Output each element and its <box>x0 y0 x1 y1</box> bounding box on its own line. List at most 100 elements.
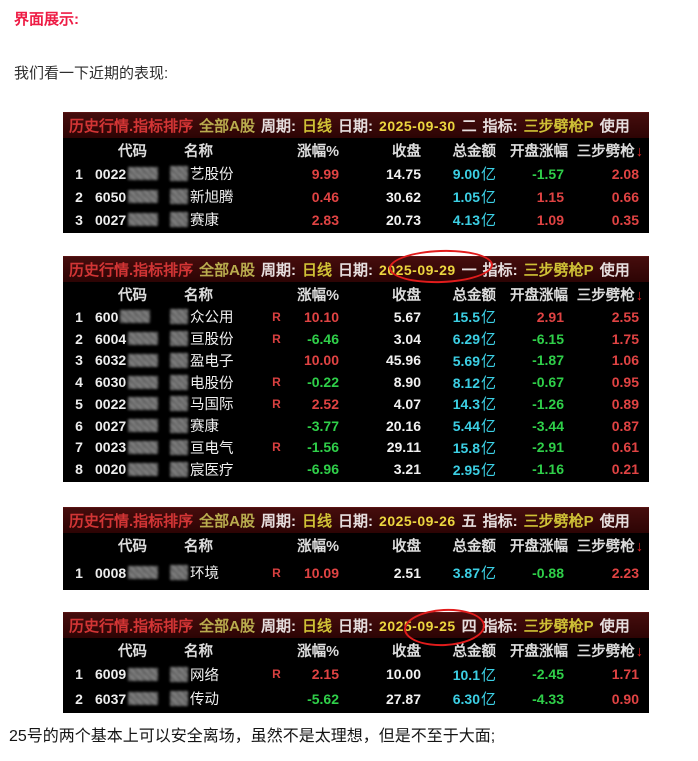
close-price: 4.07 <box>393 395 421 412</box>
market-data-panel: 历史行情.指标排序 全部A股 周期: 日线 日期: 2025-09-26 五指标: 三步劈枪P… <box>63 507 649 590</box>
row-index: 2 <box>75 188 83 205</box>
name-text: 传动 <box>190 692 219 709</box>
stock-name: 传动 <box>170 688 265 709</box>
table-body: 1 0022 艺股份 9.99 14.75 9.00亿 -1.57 2.08 2 6050 新旭腾 0… <box>63 162 649 233</box>
stock-name: 赛康 <box>170 415 265 436</box>
amount-unit: 亿 <box>480 189 496 206</box>
row-index: 2 <box>75 690 83 707</box>
table-row[interactable]: 8 0020 宸医疗 -6.96 3.21 2.95亿 -1.16 0.21 <box>63 458 649 480</box>
change-pct: 10.00 <box>303 352 339 369</box>
panel-titlebar: 历史行情.指标排序 全部A股 周期: 日线 日期: 2025-09-26 五指标: 三步劈枪P… <box>63 507 649 533</box>
table-row[interactable]: 2 6037 传动 -5.62 27.87 6.30亿 -4.33 0.90 <box>63 687 649 712</box>
panel-titlebar: 历史行情.指标排序 全部A股 周期: 日线 日期: 2025-09-29 一指标: 三步劈枪P… <box>63 256 649 282</box>
amount-number: 10.1 <box>452 666 480 683</box>
change-pct: -6.96 <box>307 461 339 478</box>
column-header-indicator[interactable]: 三步劈枪↓ <box>576 538 643 555</box>
total-amount: 15.8亿 <box>425 437 500 458</box>
table-row[interactable]: 1 0008 环境 R 10.09 2.51 3.87亿 -0.88 2.23 <box>63 557 649 588</box>
column-header-indicator[interactable]: 三步劈枪↓ <box>576 143 643 160</box>
amount-number: 15.5 <box>452 309 480 326</box>
sort-down-icon: ↓ <box>635 143 643 160</box>
column-header-indicator[interactable]: 三步劈枪↓ <box>576 287 643 304</box>
period-value: 日线 <box>302 513 333 530</box>
column-header-name: 名称 <box>184 287 213 304</box>
market-scope-all-a-shares: 全部A股 <box>199 118 256 135</box>
table-row[interactable]: 2 6004 亘股份 R -6.46 3.04 6.29亿 -6.15 1.75 <box>63 328 649 350</box>
total-amount: 9.00亿 <box>425 163 500 184</box>
indicator-value: 0.35 <box>611 211 639 228</box>
name-text: 亘股份 <box>190 332 234 349</box>
column-header-indicator[interactable]: 三步劈枪↓ <box>576 643 643 660</box>
code-digits: 0008 <box>95 564 127 581</box>
stock-code: 0008 <box>95 565 170 581</box>
table-row[interactable]: 4 6030 电股份 R -0.22 8.90 8.12亿 -0.67 0.95 <box>63 371 649 393</box>
total-amount: 5.69亿 <box>425 350 500 371</box>
redaction-blur <box>128 397 159 411</box>
stock-code: 6032 <box>95 352 170 368</box>
column-header-amount: 总金额 <box>452 643 497 660</box>
amount-number: 8.12 <box>452 374 480 391</box>
redaction-blur <box>128 566 159 579</box>
app-title: 历史行情.指标排序 <box>69 118 194 135</box>
open-change-pct: 1.15 <box>536 188 564 205</box>
redaction-blur <box>128 692 159 706</box>
stock-code: 0027 <box>95 418 170 434</box>
name-text: 电股份 <box>190 375 234 392</box>
r-flag: R <box>272 396 281 411</box>
weekday-value: 二 <box>461 118 477 135</box>
table-row[interactable]: 3 0027 赛康 2.83 20.73 4.13亿 1.09 0.35 <box>63 208 649 231</box>
indicator-value: 0.87 <box>611 417 639 434</box>
row-index: 2 <box>75 330 83 347</box>
date-value: 2025-09-25 <box>379 617 456 634</box>
table-row[interactable]: 6 0027 赛康 -3.77 20.16 5.44亿 -3.44 0.87 <box>63 415 649 437</box>
period-label: 周期: <box>261 618 297 635</box>
close-price: 3.04 <box>393 330 421 347</box>
column-header-open-change: 开盘涨幅 <box>510 643 568 660</box>
indicator-value: 0.21 <box>611 461 639 478</box>
change-pct: -1.56 <box>307 439 339 456</box>
close-price: 5.67 <box>393 308 421 325</box>
redaction-blur <box>128 440 159 454</box>
open-change-pct: -2.45 <box>532 666 564 683</box>
indicator-value: 0.66 <box>611 188 639 205</box>
redaction-blur <box>170 189 188 204</box>
market-scope-all-a-shares: 全部A股 <box>199 618 256 635</box>
total-amount: 14.3亿 <box>425 393 500 414</box>
indicator-value: 0.89 <box>611 395 639 412</box>
table-body: 1 600 众公用 R 10.10 5.67 15.5亿 2.91 2.55 2 6004 亘股份 R -… <box>63 306 649 482</box>
table-row[interactable]: 3 6032 盈电子 10.00 45.96 5.69亿 -1.87 1.06 <box>63 350 649 372</box>
total-amount: 15.5亿 <box>425 306 500 327</box>
column-header-name: 名称 <box>184 643 213 660</box>
row-index: 1 <box>75 666 83 683</box>
app-title: 历史行情.指标排序 <box>69 618 194 635</box>
table-row[interactable]: 2 6050 新旭腾 0.46 30.62 1.05亿 1.15 0.66 <box>63 185 649 208</box>
stock-name: 电股份 <box>170 372 265 393</box>
table-row[interactable]: 1 600 众公用 R 10.10 5.67 15.5亿 2.91 2.55 <box>63 306 649 328</box>
redaction-blur <box>128 419 159 433</box>
table-row[interactable]: 1 6009 网络 R 2.15 10.00 10.1亿 -2.45 1.71 <box>63 662 649 687</box>
redaction-blur <box>170 461 188 477</box>
name-text: 艺股份 <box>190 167 234 183</box>
r-flag: R <box>272 309 281 324</box>
amount-unit: 亿 <box>480 331 496 349</box>
amount-number: 5.69 <box>452 352 480 369</box>
code-digits: 6050 <box>95 188 127 205</box>
panel-titlebar: 历史行情.指标排序 全部A股 周期: 日线 日期: 2025-09-30 二指标: 三步劈枪P… <box>63 112 649 138</box>
stock-code: 0022 <box>95 166 170 182</box>
column-header-close: 收盘 <box>392 643 421 660</box>
code-digits: 0020 <box>95 461 127 478</box>
table-row[interactable]: 1 0022 艺股份 9.99 14.75 9.00亿 -1.57 2.08 <box>63 162 649 185</box>
indicator-name: 三步劈枪P <box>523 262 594 279</box>
table-row[interactable]: 7 0023 亘电气 R -1.56 29.11 15.8亿 -2.91 0.61 <box>63 437 649 459</box>
table-row[interactable]: 5 0022 马国际 R 2.52 4.07 14.3亿 -1.26 0.89 <box>63 393 649 415</box>
column-header-name: 名称 <box>184 538 213 555</box>
stock-code: 0022 <box>95 396 170 412</box>
usage-label: 使用 <box>599 513 630 530</box>
redaction-blur <box>170 691 188 707</box>
intro-text: 我们看一下近期的表现: <box>14 65 169 82</box>
stock-name: 众公用 <box>170 306 265 327</box>
open-change-pct: -3.44 <box>532 417 564 434</box>
column-header-row: 代码 名称 涨幅% 收盘 总金额 开盘涨幅 三步劈枪↓ <box>63 533 649 557</box>
close-price: 30.62 <box>385 188 421 205</box>
column-header-name: 名称 <box>184 143 213 160</box>
